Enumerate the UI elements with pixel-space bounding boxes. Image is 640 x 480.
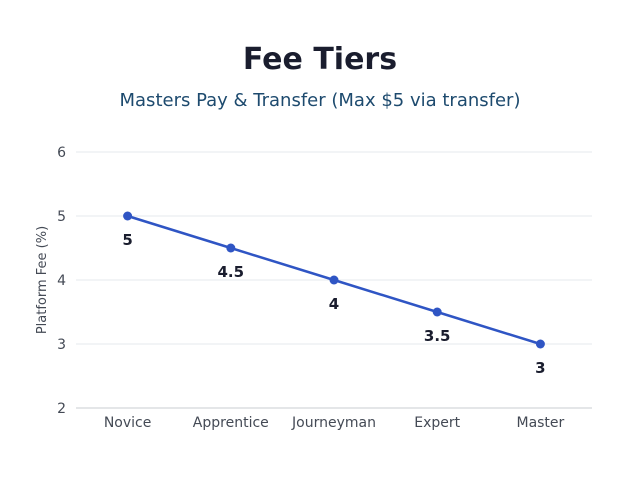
data-point bbox=[226, 243, 236, 253]
chart-title: Fee Tiers bbox=[242, 42, 398, 77]
y-tick-label: 5 bbox=[57, 209, 66, 225]
series-group: 5 4.5 4 3.5 3 bbox=[122, 211, 546, 377]
data-point bbox=[535, 339, 545, 349]
y-tick-label: 6 bbox=[57, 145, 66, 161]
data-label: 3 bbox=[535, 359, 545, 377]
y-tick-label: 4 bbox=[57, 273, 66, 289]
y-axis-ticks: 2 3 4 5 6 bbox=[57, 145, 66, 417]
chart-subtitle: Masters Pay & Transfer (Max $5 via trans… bbox=[119, 90, 521, 111]
data-label: 4.5 bbox=[218, 263, 245, 281]
y-tick-label: 3 bbox=[57, 337, 66, 353]
data-label: 3.5 bbox=[424, 327, 451, 345]
gridlines bbox=[76, 151, 592, 409]
x-tick-label: Master bbox=[516, 415, 564, 431]
x-tick-label: Journeyman bbox=[291, 415, 376, 431]
x-tick-label: Novice bbox=[104, 415, 152, 431]
y-axis-label: Platform Fee (%) bbox=[35, 226, 50, 334]
data-label: 4 bbox=[329, 295, 339, 313]
data-label: 5 bbox=[122, 231, 132, 249]
x-tick-label: Expert bbox=[414, 415, 460, 431]
x-tick-label: Apprentice bbox=[193, 415, 269, 431]
x-axis-ticks: Novice Apprentice Journeyman Expert Master bbox=[104, 415, 565, 431]
y-tick-label: 2 bbox=[57, 401, 66, 417]
data-point bbox=[329, 275, 339, 285]
data-point bbox=[432, 307, 442, 317]
data-point bbox=[123, 211, 133, 221]
